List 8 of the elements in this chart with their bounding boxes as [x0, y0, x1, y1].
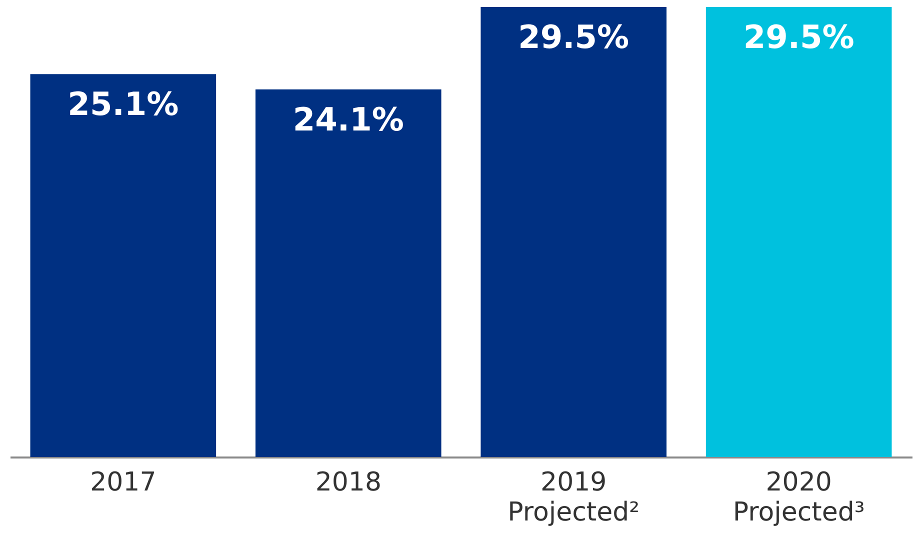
x-tick-label: 2020 Projected³ [732, 468, 865, 528]
x-tick-label: 2019 Projected² [508, 468, 640, 528]
x-tick-label: 2018 [315, 468, 382, 498]
data-label: 29.5% [518, 18, 630, 56]
x-tick-label: 2017 [90, 468, 156, 498]
data-label: 25.1% [68, 85, 179, 124]
data-label: 29.5% [743, 18, 854, 56]
data-label: 24.1% [292, 100, 404, 138]
